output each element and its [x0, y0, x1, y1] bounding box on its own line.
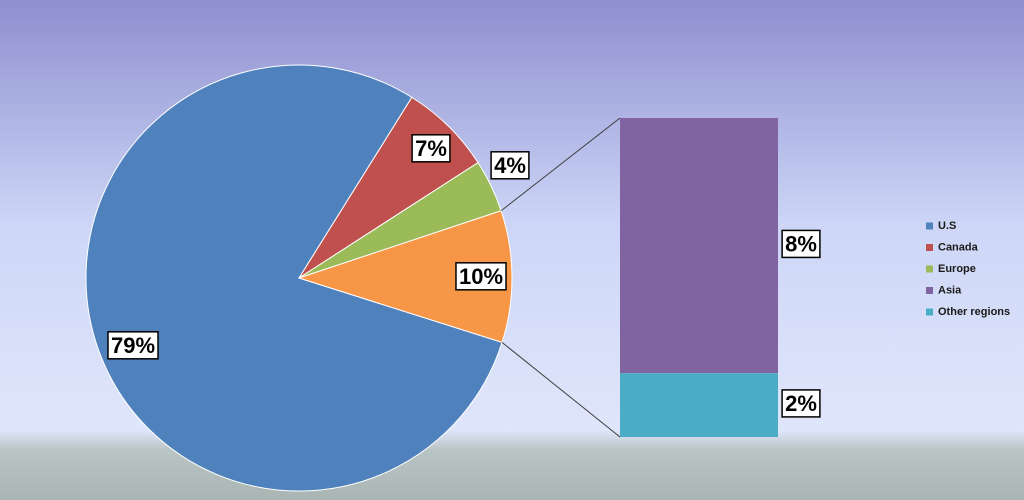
label-box: [107, 331, 159, 360]
legend-label: Asia: [938, 284, 962, 296]
connector-line: [501, 342, 621, 438]
legend-swatch: [926, 222, 933, 230]
bar-segment: [620, 118, 778, 374]
label-box: [455, 262, 507, 291]
legend-swatch: [926, 265, 933, 273]
data-label-text: 10%: [459, 264, 503, 289]
legend-swatch: [926, 308, 933, 316]
data-label: 4%: [490, 151, 530, 180]
plot-area: 79% 7% 4% 10% 8% 2% U.S Canada Europe Asia Other r…: [85, 64, 1010, 492]
label-box: [781, 229, 821, 259]
data-label: 7%: [411, 134, 451, 163]
legend-swatch: [926, 244, 933, 251]
data-label-text: 8%: [785, 231, 817, 256]
data-label: 10%: [455, 262, 507, 291]
data-label: 8%: [781, 229, 821, 259]
label-box: [411, 134, 451, 163]
pie-slice: [297, 210, 513, 344]
data-label: 2%: [781, 389, 821, 418]
bar-segment: [620, 373, 778, 437]
connector-line: [500, 117, 621, 212]
legend-label: Canada: [938, 241, 979, 253]
legend-label: Europe: [938, 263, 976, 275]
label-box: [781, 389, 821, 418]
label-box: [490, 151, 530, 180]
pie-slice: [85, 64, 503, 492]
legend-swatch: [926, 287, 933, 294]
data-label: 79%: [107, 331, 159, 360]
data-label-text: 7%: [415, 136, 447, 161]
data-label-text: 2%: [785, 391, 817, 416]
data-label-text: 79%: [111, 333, 155, 358]
data-label-text: 4%: [494, 153, 526, 178]
legend-label: U.S: [938, 220, 956, 232]
legend-label: Other regions: [938, 306, 1010, 318]
